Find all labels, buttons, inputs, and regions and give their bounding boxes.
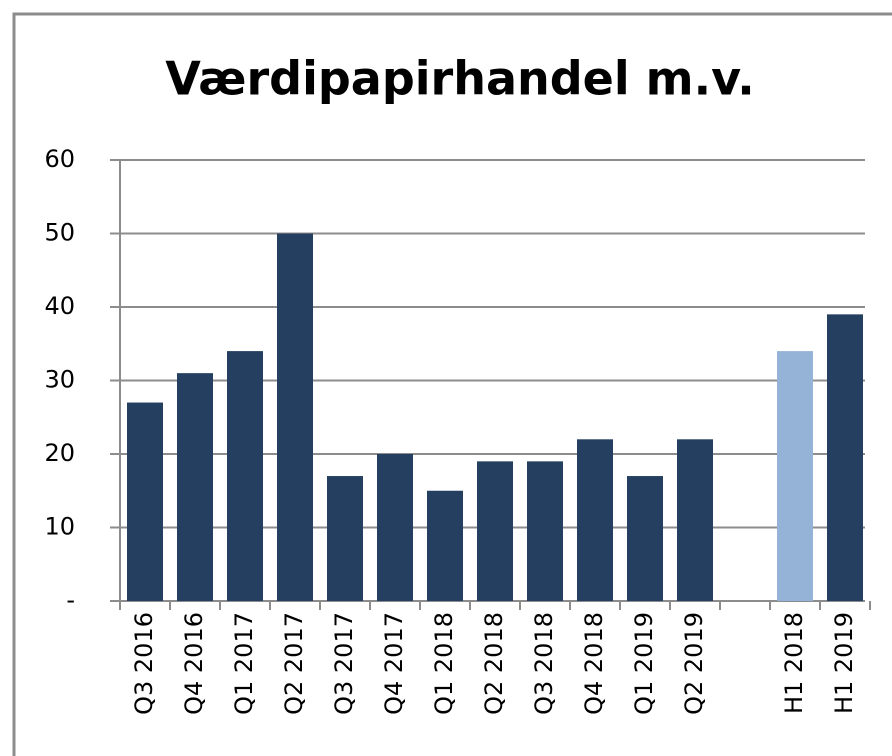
y-tick-label: 50	[44, 219, 75, 247]
x-tick-label: Q1 2019	[630, 612, 658, 715]
y-tick-label: 20	[44, 439, 75, 467]
y-tick-label: 40	[44, 292, 75, 320]
x-tick-label: Q3 2016	[130, 612, 158, 715]
bar	[177, 373, 213, 601]
bar	[477, 461, 513, 601]
x-tick-label: Q4 2016	[180, 612, 208, 715]
x-tick-label: Q1 2017	[230, 612, 258, 715]
bar	[627, 476, 663, 601]
x-tick-label: Q2 2019	[680, 612, 708, 715]
chart-frame	[12, 12, 892, 756]
y-tick-label: 10	[44, 513, 75, 541]
x-tick-label: Q3 2018	[530, 612, 558, 715]
chart-title: Værdipapirhandel m.v.	[165, 52, 755, 106]
x-tick-label: H1 2019	[830, 612, 858, 714]
x-tick-label: Q2 2017	[280, 612, 308, 715]
bar	[277, 233, 313, 601]
x-tick-label: Q1 2018	[430, 612, 458, 715]
bar	[227, 351, 263, 601]
bar	[827, 314, 863, 601]
bar	[377, 454, 413, 601]
y-tick-label: 60	[44, 145, 75, 173]
bar	[527, 461, 563, 601]
bar	[427, 490, 463, 601]
x-tick-label: Q3 2017	[330, 612, 358, 715]
bar	[777, 351, 813, 601]
x-tick-label: H1 2018	[780, 612, 808, 714]
bar	[677, 439, 713, 601]
y-tick-label: -	[66, 586, 75, 614]
bar	[577, 439, 613, 601]
bar	[127, 402, 163, 601]
x-tick-label: Q2 2018	[480, 612, 508, 715]
x-tick-label: Q4 2018	[580, 612, 608, 715]
bar	[327, 476, 363, 601]
x-tick-label: Q4 2017	[380, 612, 408, 715]
y-tick-label: 30	[44, 366, 75, 394]
